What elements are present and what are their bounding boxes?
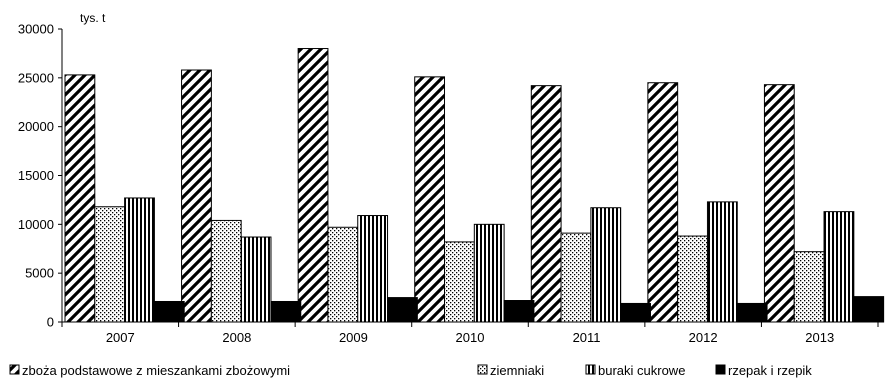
- legend-swatch: [585, 364, 596, 375]
- x-tick-label: 2012: [689, 330, 718, 345]
- x-tick-label: 2008: [222, 330, 251, 345]
- bar-2009-series-1: [327, 226, 359, 323]
- x-tick-label: 2011: [573, 330, 601, 345]
- bar-2007-series-1: [94, 206, 126, 323]
- legend-swatch: [9, 364, 20, 375]
- bar-2007-series-3: [153, 300, 185, 323]
- bar-2009-series-0: [297, 48, 329, 323]
- bar-2011-series-1: [560, 232, 592, 323]
- y-tick-label: 15000: [18, 168, 54, 183]
- y-unit-label: tys. t: [80, 11, 106, 25]
- bar-2012-series-2: [706, 201, 738, 323]
- bar-2013-series-0: [763, 84, 795, 323]
- bar-2010-series-0: [414, 76, 446, 323]
- legend-label: rzepak i rzepik: [728, 363, 812, 378]
- y-tick-label: 0: [47, 315, 54, 330]
- legend-swatch: [715, 364, 726, 375]
- bar-2012-series-3: [736, 302, 768, 323]
- y-tick-label: 30000: [18, 22, 54, 37]
- bar-2008-series-1: [210, 219, 242, 323]
- axes-layer: 0 5000 10000 15000 20000 25000 30000 2007 2008 20…: [18, 22, 879, 345]
- legend-label: ziemniaki: [490, 363, 544, 378]
- bar-2013-series-1: [793, 251, 825, 323]
- bar-2007-series-2: [124, 197, 155, 323]
- bar-2008-series-3: [270, 300, 302, 323]
- bars-layer: [64, 48, 885, 323]
- x-tick-label: 2009: [339, 330, 368, 345]
- bar-2013-series-3: [853, 296, 885, 323]
- x-tick-label: 2007: [106, 330, 135, 345]
- legend-label: buraki cukrowe: [598, 363, 685, 378]
- y-tick-label: 20000: [18, 119, 54, 134]
- bar-2012-series-0: [647, 82, 679, 323]
- legend: zboża podstawowe z mieszankami zbożowymi…: [9, 363, 812, 378]
- bar-2007-series-0: [64, 74, 96, 323]
- x-tick-label: 2013: [805, 330, 834, 345]
- bar-2011-series-2: [590, 207, 622, 323]
- bar-2009-series-2: [357, 215, 389, 323]
- bar-2009-series-3: [387, 297, 418, 323]
- legend-swatch: [477, 364, 488, 375]
- bar-2008-series-2: [240, 236, 272, 323]
- y-tick-label: 25000: [18, 70, 54, 85]
- y-tick-label: 10000: [18, 217, 54, 232]
- bar-2011-series-3: [620, 302, 651, 323]
- bar-2012-series-1: [677, 235, 708, 323]
- bar-2008-series-0: [181, 69, 212, 323]
- bar-2010-series-1: [444, 241, 475, 323]
- bar-2010-series-2: [473, 223, 505, 323]
- bar-2010-series-3: [503, 300, 535, 323]
- bar-2013-series-2: [823, 211, 855, 323]
- legend-label: zboża podstawowe z mieszankami zbożowymi: [22, 363, 290, 378]
- y-tick-label: 5000: [25, 266, 54, 281]
- bar-2011-series-0: [530, 85, 562, 323]
- x-tick-label: 2010: [456, 330, 485, 345]
